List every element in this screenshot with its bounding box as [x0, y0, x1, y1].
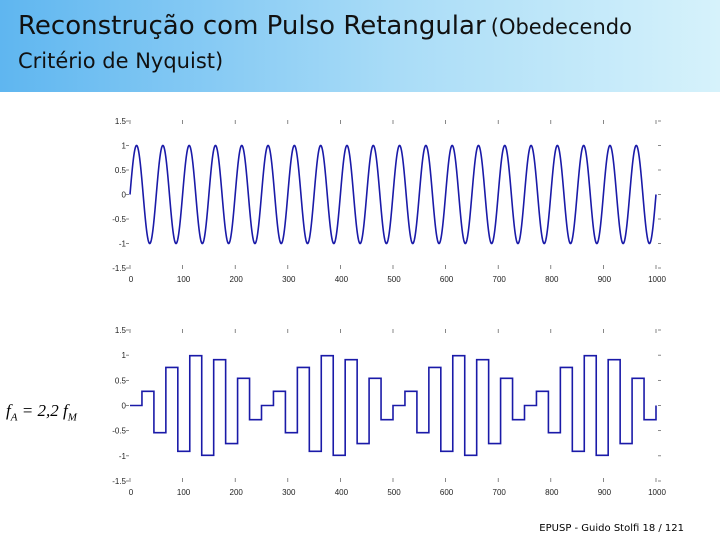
sine-series-line: [129, 144, 657, 245]
x-tick-label: 700: [493, 488, 507, 497]
y-tick-label: 1.5: [115, 117, 127, 126]
y-tick-label: -0.5: [112, 215, 126, 224]
x-tick-label: 500: [387, 488, 401, 497]
x-tick-label: 900: [598, 488, 612, 497]
sampling-rate-label: fA = 2,2 fM: [6, 401, 77, 423]
title-line2: Critério de Nyquist): [18, 48, 224, 73]
y-tick-label: -1.5: [112, 477, 126, 486]
y-tick-label: -1.5: [112, 264, 126, 273]
x-tick-label: 0: [129, 275, 134, 284]
x-tick-label: 100: [177, 275, 191, 284]
x-tick-label: 700: [493, 275, 507, 284]
y-tick-label: -1: [119, 452, 127, 461]
title-main: Reconstrução com Pulso Retangular: [18, 11, 486, 41]
x-tick-label: 800: [545, 488, 559, 497]
fm-symbol: f: [62, 401, 68, 420]
x-tick-label: 800: [545, 275, 559, 284]
x-tick-label: 400: [335, 488, 349, 497]
x-tick-label: 500: [387, 275, 401, 284]
x-tick-label: 1000: [648, 275, 666, 284]
y-tick-label: 0.5: [115, 166, 127, 175]
y-tick-label: 1: [122, 142, 127, 151]
y-tick-label: -1: [119, 240, 127, 249]
x-tick-label: 300: [282, 488, 296, 497]
title-paren: (Obedecendo: [490, 15, 632, 39]
fm-subscript: M: [67, 411, 77, 424]
x-tick-label: 300: [282, 275, 296, 284]
x-tick-label: 100: [177, 488, 191, 497]
x-tick-label: 400: [335, 275, 349, 284]
y-tick-label: 0: [122, 191, 127, 200]
y-tick-label: 0: [122, 402, 127, 411]
x-tick-label: 0: [129, 488, 134, 497]
title-banner: [0, 0, 720, 92]
fa-equals: = 2,2: [17, 401, 63, 420]
x-tick-label: 200: [230, 275, 244, 284]
x-tick-label: 600: [440, 275, 454, 284]
fa-symbol: f: [6, 401, 11, 420]
x-tick-label: 200: [230, 488, 244, 497]
fa-subscript: A: [10, 411, 18, 424]
y-tick-label: 1: [122, 351, 127, 360]
y-tick-label: 0.5: [115, 376, 127, 385]
x-tick-label: 600: [440, 488, 454, 497]
y-tick-label: 1.5: [115, 326, 127, 335]
slide-footer: EPUSP - Guido Stolfi 18 / 121: [539, 523, 684, 534]
y-tick-label: -0.5: [112, 427, 126, 436]
slide-title: Reconstrução com Pulso Retangular (Obede…: [18, 8, 718, 76]
x-tick-label: 1000: [648, 488, 666, 497]
x-tick-label: 900: [598, 275, 612, 284]
step-series-line: [130, 354, 657, 457]
